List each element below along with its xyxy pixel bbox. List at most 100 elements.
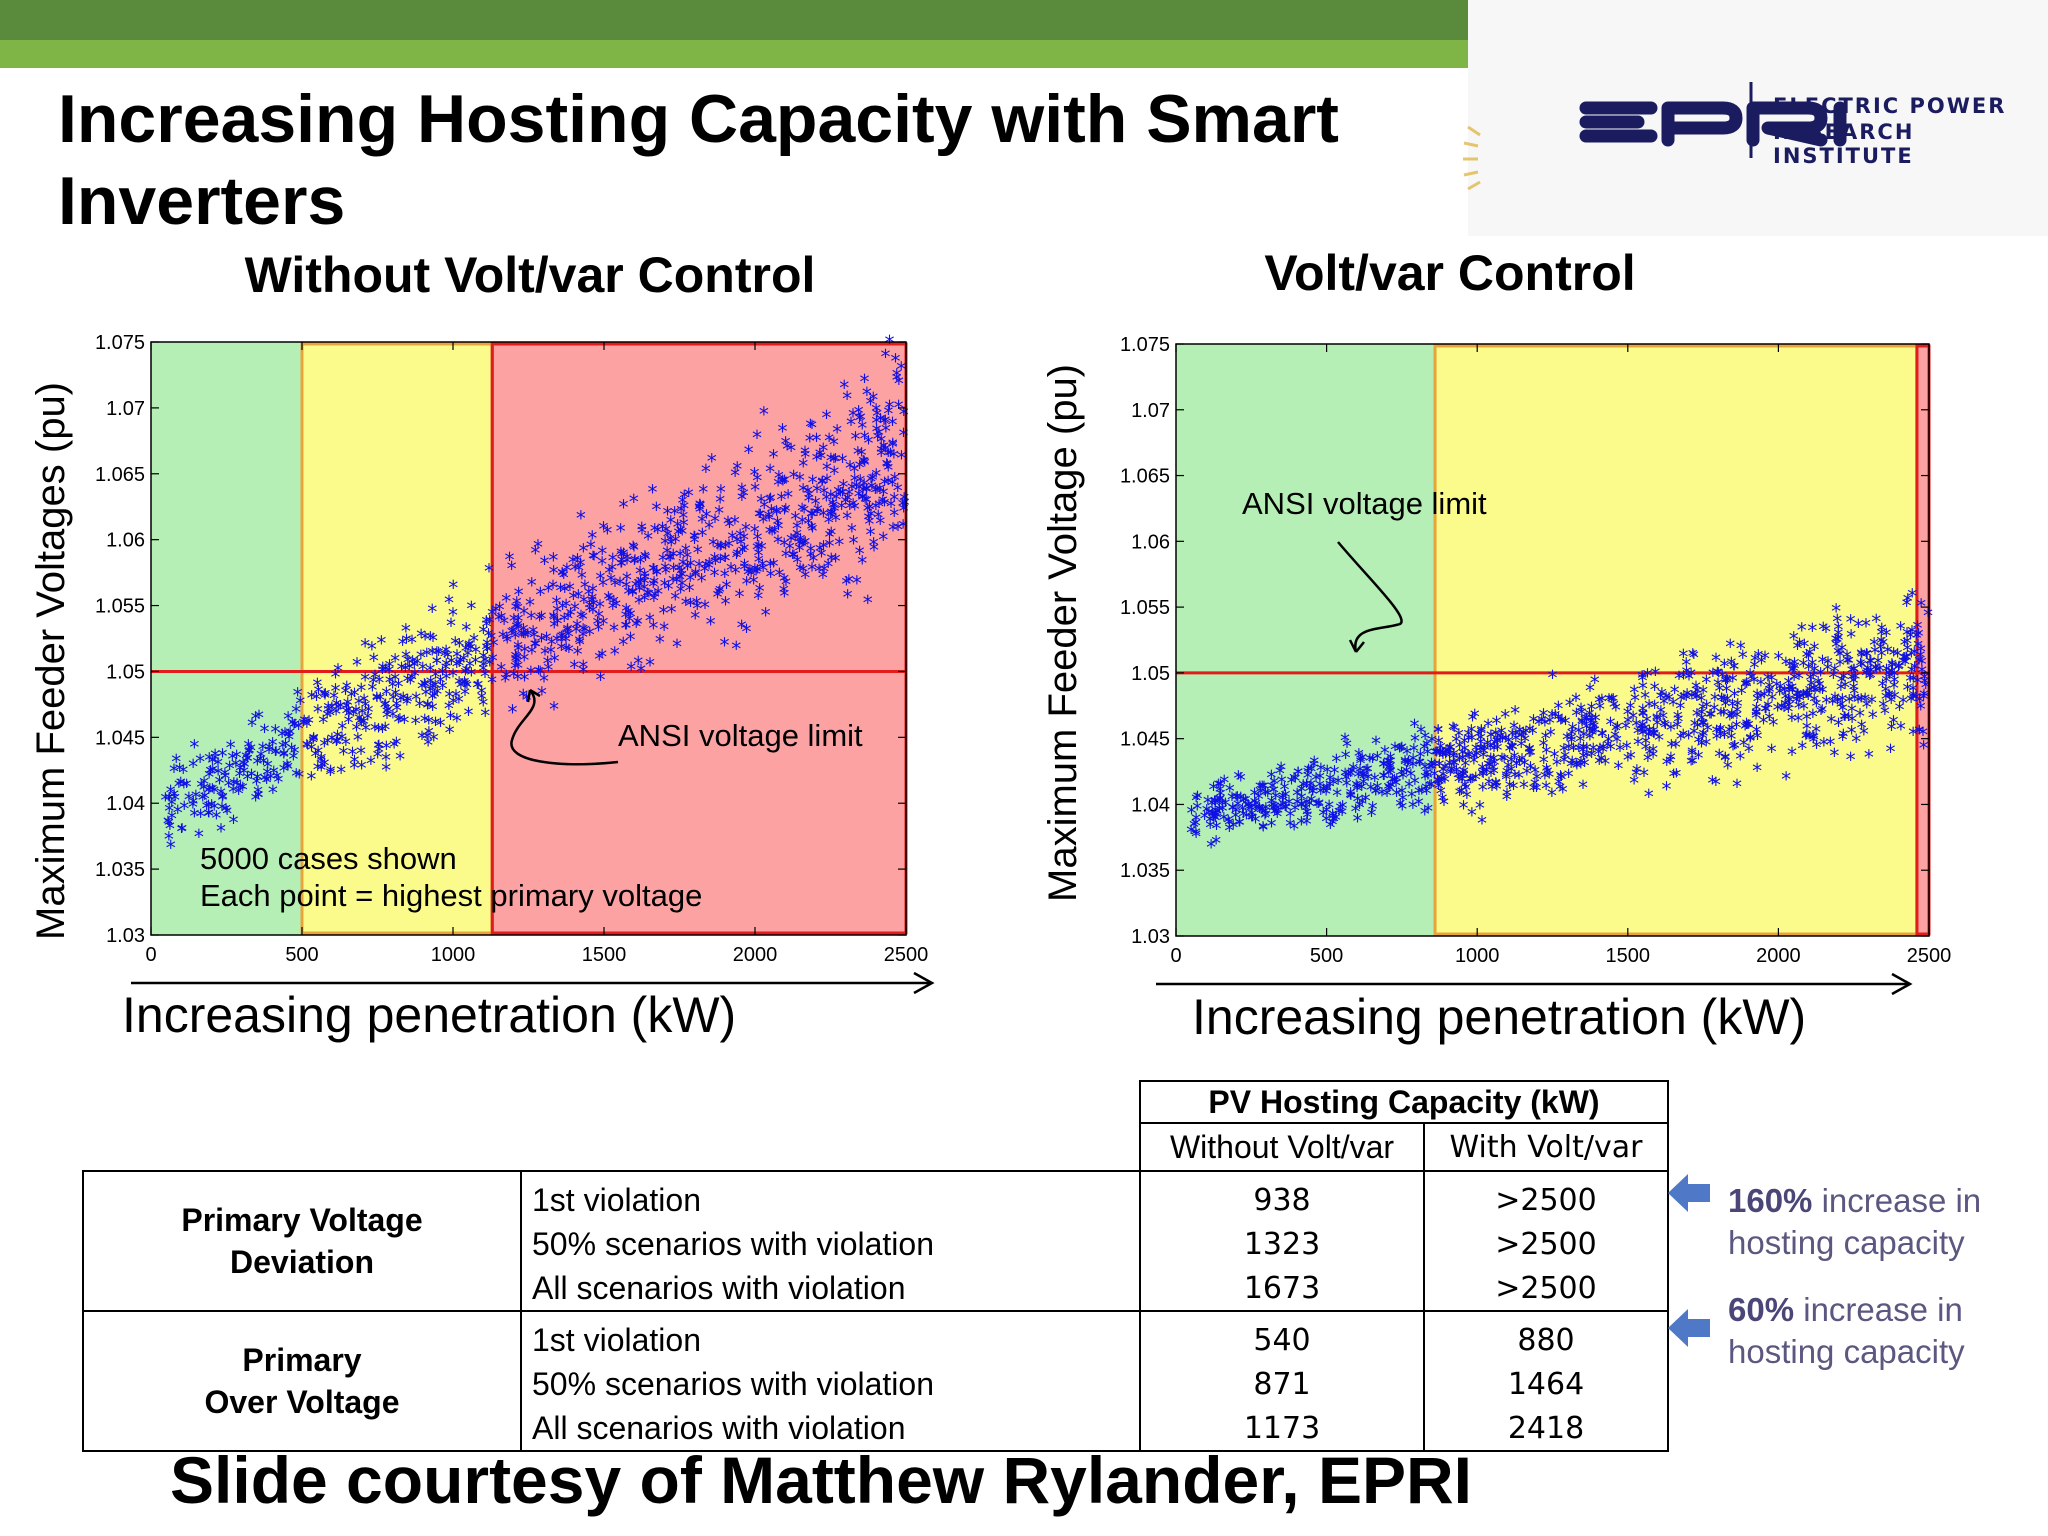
scatter-point: * [1509, 747, 1519, 771]
scatter-point: * [1470, 747, 1480, 771]
scatter-point: * [1763, 696, 1773, 720]
scatter-point: * [1402, 761, 1412, 785]
scatter-point: * [319, 754, 329, 778]
scatter-point: * [1290, 769, 1300, 793]
scatter-point: * [446, 614, 456, 638]
scatter-point: * [344, 711, 354, 735]
header-band-light [0, 40, 1468, 68]
scatter-point: * [550, 650, 560, 674]
scatter-point: * [1666, 748, 1676, 772]
scatter-point: * [863, 508, 873, 532]
scatter-point: * [854, 478, 864, 502]
scatter-point: * [1395, 795, 1405, 819]
scatter-point: * [1710, 689, 1720, 713]
scatter-point: * [1871, 610, 1881, 634]
scatter-point: * [863, 591, 873, 615]
scatter-point: * [593, 613, 603, 637]
scatter-point: * [207, 752, 217, 776]
scatter-point: * [196, 805, 206, 829]
scatter-point: * [1304, 794, 1314, 818]
scatter-point: * [739, 484, 749, 508]
scatter-point: * [1506, 760, 1516, 784]
scatter-point: * [1550, 746, 1560, 770]
cell-with-voltvar: 880 [1424, 1310, 1669, 1362]
scatter-point: * [440, 645, 450, 669]
scatter-point: * [1898, 691, 1908, 715]
scatter-point: * [262, 771, 272, 795]
scatter-point: * [535, 583, 545, 607]
scatter-point: * [1594, 743, 1604, 767]
scatter-point: * [848, 404, 858, 428]
scatter-point: * [855, 409, 865, 433]
scatter-point: * [1641, 738, 1651, 762]
scatter-point: * [513, 636, 523, 660]
scatter-point: * [1505, 739, 1515, 763]
scatter-point: * [1396, 739, 1406, 763]
scatter-point: * [1609, 696, 1619, 720]
scatter-point: * [1325, 816, 1335, 840]
scatter-point: * [253, 768, 263, 792]
scatter-point: * [204, 805, 214, 829]
scatter-point: * [403, 651, 413, 675]
scatter-point: * [333, 698, 343, 722]
scatter-point: * [1784, 672, 1794, 696]
scatter-point: * [1633, 722, 1643, 746]
scatter-point: * [211, 807, 221, 831]
scatter-point: * [231, 755, 241, 779]
scatter-point: * [1357, 748, 1367, 772]
scatter-point: * [327, 698, 337, 722]
scatter-point: * [298, 713, 308, 737]
scatter-point: * [543, 652, 553, 676]
scatter-point: * [1501, 766, 1511, 790]
scatter-point: * [1267, 792, 1277, 816]
scatter-point: * [553, 612, 563, 636]
scatter-point: * [1629, 681, 1639, 705]
scatter-point: * [792, 517, 802, 541]
scatter-point: * [1211, 831, 1221, 855]
scatter-point: * [1228, 799, 1238, 823]
scatter-point: * [1908, 670, 1918, 694]
scatter-point: * [1203, 791, 1213, 815]
scatter-point: * [720, 549, 730, 573]
scatter-point: * [542, 628, 552, 652]
sun-rays-icon [1463, 125, 1481, 191]
scatter-point: * [714, 501, 724, 525]
scatter-point: * [1519, 776, 1529, 800]
scatter-point: * [806, 545, 816, 569]
scatter-point: * [1430, 755, 1440, 779]
scatter-point: * [1556, 711, 1566, 735]
scatter-point: * [573, 642, 583, 666]
scatter-point: * [341, 733, 351, 757]
scatter-point: * [1913, 635, 1923, 659]
scatter-point: * [732, 544, 742, 568]
scatter-point: * [1260, 807, 1270, 831]
scatter-point: * [1622, 737, 1632, 761]
scatter-point: * [826, 523, 836, 547]
scatter-point: * [279, 744, 289, 768]
scatter-point: * [1302, 813, 1312, 837]
scatter-point: * [660, 532, 670, 556]
scatter-point: * [739, 555, 749, 579]
scatter-point: * [210, 748, 220, 772]
scatter-point: * [1437, 789, 1447, 813]
scatter-point: * [1476, 720, 1486, 744]
scatter-point: * [1515, 721, 1525, 745]
scatter-point: * [587, 588, 597, 612]
scatter-point: * [1732, 775, 1742, 799]
scatter-point: * [1784, 696, 1794, 720]
scatter-point: * [522, 689, 532, 713]
scatter-point: * [247, 714, 257, 738]
scatter-point: * [1439, 793, 1449, 817]
scatter-point: * [1810, 660, 1820, 684]
scatter-point: * [287, 714, 297, 738]
scatter-point: * [295, 692, 305, 716]
scatter-point: * [1590, 671, 1600, 695]
scatter-point: * [780, 471, 790, 495]
scatter-point: * [1881, 670, 1891, 694]
scatter-point: * [519, 625, 529, 649]
scatter-point: * [827, 504, 837, 528]
scatter-point: * [1640, 686, 1650, 710]
scatter-point: * [357, 757, 367, 781]
scatter-point: * [645, 654, 655, 678]
scatter-point: * [648, 575, 658, 599]
